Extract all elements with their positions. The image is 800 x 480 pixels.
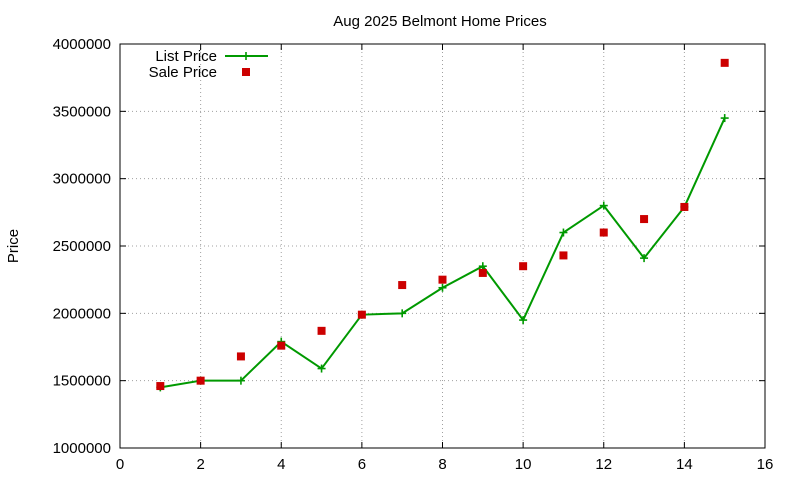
data-point <box>519 262 528 271</box>
x-tick-label: 2 <box>196 456 204 473</box>
y-axis-label: Price <box>5 229 22 263</box>
data-point <box>720 58 729 67</box>
x-tick-label: 14 <box>676 456 693 473</box>
y-tick-label: 3000000 <box>53 171 111 188</box>
data-point <box>720 114 729 123</box>
legend-label: List Price <box>155 48 217 65</box>
y-tick-label: 1500000 <box>53 373 111 390</box>
data-point <box>196 376 205 385</box>
data-point <box>398 281 407 290</box>
data-point <box>236 376 245 385</box>
data-point <box>317 326 326 335</box>
data-point <box>478 262 487 271</box>
x-tick-label: 6 <box>358 456 366 473</box>
data-point <box>559 251 568 260</box>
data-point <box>640 254 649 263</box>
x-tick-label: 4 <box>277 456 285 473</box>
data-point <box>156 382 165 391</box>
data-point <box>236 352 245 361</box>
series-layer <box>156 58 729 392</box>
data-point <box>519 316 528 325</box>
y-tick-label: 4000000 <box>53 36 111 53</box>
data-point <box>438 283 447 292</box>
axis-ticks: 0 2 4 6 8 10 12 14 16 1000000 1500000 2000000 250000… <box>53 36 774 473</box>
data-point <box>438 275 447 284</box>
x-tick-label: 8 <box>438 456 446 473</box>
y-tick-label: 1000000 <box>53 440 111 457</box>
x-tick-label: 10 <box>515 456 532 473</box>
x-tick-label: 16 <box>757 456 774 473</box>
data-point <box>277 341 286 350</box>
data-point <box>599 201 608 210</box>
data-point <box>680 202 689 211</box>
data-point <box>317 364 326 373</box>
x-tick-label: 0 <box>116 456 124 473</box>
x-tick-label: 12 <box>595 456 612 473</box>
legend-swatch-marker <box>242 68 250 76</box>
y-tick-label: 3500000 <box>53 103 111 120</box>
legend-swatch-marker <box>242 52 250 60</box>
data-point <box>640 215 649 224</box>
chart-title: Aug 2025 Belmont Home Prices <box>333 13 546 30</box>
legend-label: Sale Price <box>149 64 217 81</box>
data-point <box>398 309 407 318</box>
data-point <box>478 268 487 277</box>
plot-border <box>119 43 766 449</box>
data-point <box>599 228 608 237</box>
y-tick-label: 2500000 <box>53 238 111 255</box>
data-point <box>357 310 366 319</box>
grid <box>120 44 765 448</box>
data-point <box>559 228 568 237</box>
series-1 <box>156 58 729 391</box>
y-tick-label: 2000000 <box>53 305 111 322</box>
